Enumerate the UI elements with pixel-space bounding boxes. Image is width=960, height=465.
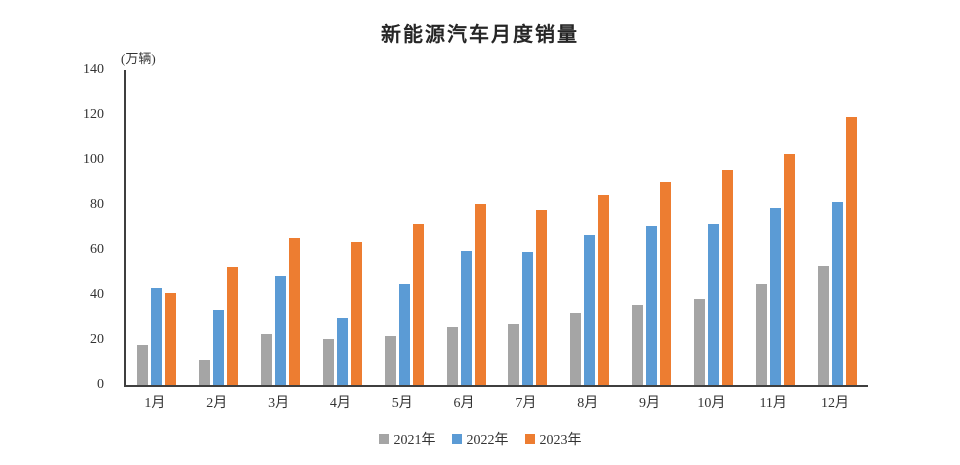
bar-2022年-6月 [460,250,472,385]
legend-label: 2021年 [393,433,436,448]
bar-2022年-12月 [831,201,843,385]
bar-group-2月 [188,70,250,385]
bar-2022年-11月 [769,208,781,385]
bar-2021年-6月 [446,327,458,385]
bar-2022年-4月 [336,317,348,385]
x-tick-label-3月: 3月 [268,396,290,411]
chart-title: 新能源汽车月度销量 [381,24,579,46]
legend-swatch-icon [451,434,462,444]
y-axis-unit-label: (万辆) [121,51,156,66]
x-tick-label-11月: 11月 [759,396,787,411]
bar-2021年-7月 [508,324,520,385]
bar-2023年-2月 [227,266,239,385]
bar-2022年-1月 [151,288,163,385]
legend-item-2021年: 2021年 [378,429,436,449]
bar-2022年-2月 [213,309,225,385]
bar-group-4月 [311,70,373,385]
bar-2022年-3月 [275,276,287,385]
bar-2023年-1月 [165,293,177,385]
bar-2023年-5月 [412,223,424,385]
x-tick-label-5月: 5月 [391,396,413,411]
bar-group-11月 [744,70,806,385]
bar-2023年-12月 [845,117,857,385]
legend-swatch-icon [378,434,389,444]
legend-item-2023年: 2023年 [524,429,582,449]
bar-2022年-8月 [584,235,596,385]
bar-group-5月 [373,70,435,385]
x-tick-label-6月: 6月 [453,396,475,411]
bar-2021年-2月 [199,360,211,385]
legend-label: 2022年 [466,433,509,448]
y-tick-label-100: 100 [83,152,104,167]
bar-2023年-4月 [350,241,362,385]
plot-area [124,70,868,387]
x-axis-labels: 1月 2月 3月 4月 5月 6月 7月 8月 9月 10月 11月 12月 [124,392,866,412]
bar-group-1月 [126,70,188,385]
bar-2022年-9月 [646,225,658,385]
x-tick-label-7月: 7月 [515,396,537,411]
bar-2022年-7月 [522,251,534,385]
bar-2021年-11月 [755,283,767,385]
bar-2021年-12月 [817,265,829,385]
bar-group-3月 [250,70,312,385]
legend-swatch-icon [524,434,535,444]
bar-2023年-11月 [783,154,795,385]
legend-item-2022年: 2022年 [451,429,509,449]
bar-2023年-3月 [289,238,301,385]
x-tick-label-8月: 8月 [577,396,599,411]
bar-2023年-9月 [660,181,672,385]
legend: 2021年 2022年 2023年 [0,429,960,449]
bar-group-12月 [806,70,868,385]
bar-group-7月 [497,70,559,385]
y-tick-label-20: 20 [90,332,104,347]
bar-2021年-3月 [261,334,273,385]
y-tick-label-120: 120 [83,107,104,122]
y-tick-label-80: 80 [90,197,104,212]
bar-2023年-8月 [598,194,610,385]
legend-label: 2023年 [539,433,582,448]
bar-2021年-10月 [693,298,705,385]
bar-2021年-4月 [322,338,334,385]
x-tick-label-1月: 1月 [144,396,166,411]
bar-2021年-9月 [632,304,644,385]
x-tick-label-12月: 12月 [821,396,850,411]
bar-group-9月 [621,70,683,385]
x-tick-label-4月: 4月 [329,396,351,411]
y-axis-labels: 0 20 40 60 80 100 120 140 [0,62,104,392]
bar-2023年-6月 [474,203,486,385]
y-tick-label-40: 40 [90,287,104,302]
x-tick-label-2月: 2月 [206,396,228,411]
bar-group-6月 [435,70,497,385]
bar-2021年-8月 [570,312,582,385]
x-tick-label-9月: 9月 [639,396,661,411]
y-tick-label-0: 0 [97,377,104,392]
bar-2022年-5月 [398,284,410,385]
x-tick-label-10月: 10月 [697,396,726,411]
bar-groups [126,70,868,385]
bar-2023年-10月 [721,169,733,385]
bar-group-10月 [682,70,744,385]
y-tick-label-140: 140 [83,62,104,77]
bar-2021年-5月 [384,336,396,385]
bar-2022年-10月 [707,224,719,385]
bar-2021年-1月 [137,344,149,385]
bar-2023年-7月 [536,209,548,385]
y-tick-label-60: 60 [90,242,104,257]
bar-group-8月 [559,70,621,385]
